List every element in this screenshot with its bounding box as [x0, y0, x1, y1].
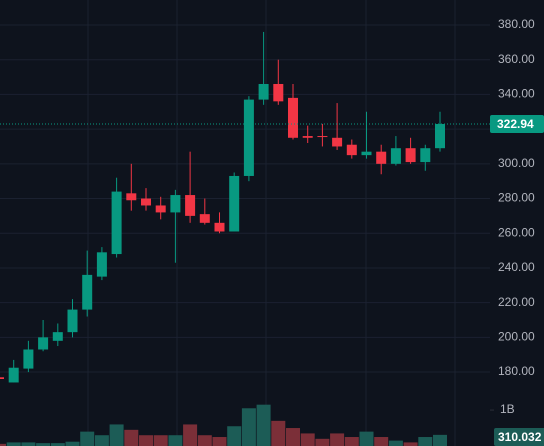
volume-bar	[256, 404, 271, 446]
candle-body	[229, 175, 240, 232]
candle-body	[405, 148, 416, 163]
volume-bar	[21, 442, 36, 446]
candle-body	[52, 332, 63, 341]
candle-body	[199, 214, 210, 223]
volume-bar	[433, 434, 447, 446]
candle-body	[141, 198, 151, 206]
volume-bar	[403, 442, 418, 446]
volume-bar	[359, 431, 374, 446]
last-price-label: 322.94	[497, 117, 534, 131]
volume-bar	[94, 435, 109, 446]
volume-bar	[80, 431, 95, 446]
y-tick-label: 220.00	[498, 295, 535, 309]
candle-body	[273, 83, 284, 102]
candle-body	[82, 274, 93, 310]
candle-body	[155, 205, 166, 213]
volume-bar	[271, 420, 286, 446]
candle-body	[288, 97, 298, 138]
last-price-box	[490, 115, 544, 134]
y-tick-label: 280.00	[498, 191, 535, 205]
volume-label-box	[494, 428, 544, 446]
volume-bar	[212, 437, 227, 446]
candle-body	[214, 222, 225, 232]
candle-body	[376, 151, 387, 164]
volume-bar	[330, 433, 345, 446]
candle-body	[258, 83, 269, 100]
candle-body	[361, 151, 372, 156]
candle-body	[243, 99, 254, 176]
candle-body	[23, 349, 34, 369]
volume-bar	[197, 435, 212, 446]
candle-body	[67, 309, 78, 333]
y-tick-label: 380.00	[498, 17, 535, 31]
volume-bar	[315, 438, 330, 446]
volume-last-label: 310.032	[498, 430, 542, 444]
volume-bar	[388, 440, 403, 446]
volume-bar	[168, 435, 183, 446]
candle-body	[170, 195, 181, 213]
candle-body	[8, 367, 19, 383]
candle-body	[435, 124, 445, 149]
volume-bar	[344, 437, 359, 446]
candle-body	[111, 191, 122, 255]
candle-body	[302, 136, 313, 138]
volume-bar	[50, 443, 65, 446]
volume-bar	[109, 424, 124, 446]
volume-bar	[153, 435, 168, 446]
volume-bar	[183, 424, 198, 446]
candle-body	[390, 148, 401, 164]
volume-bar	[300, 433, 315, 446]
volume-bar	[227, 426, 242, 446]
volume-bar	[374, 437, 389, 446]
volume-tick-label: 1B	[500, 402, 515, 416]
volume-bar	[36, 443, 51, 446]
candle-body	[185, 195, 196, 216]
y-tick-label: 260.00	[498, 225, 535, 239]
candle-body	[317, 136, 328, 138]
y-tick-label: 340.00	[498, 87, 535, 101]
candle-body	[0, 377, 4, 380]
candle-body	[126, 193, 137, 201]
candle-body	[38, 337, 49, 350]
volume-bar	[0, 443, 6, 446]
volume-bar	[65, 441, 80, 446]
volume-bar	[6, 442, 21, 446]
volume-bar	[139, 435, 153, 446]
y-tick-label: 180.00	[498, 364, 535, 378]
volume-bar	[241, 408, 256, 446]
volume-bar	[124, 429, 139, 446]
candle-body	[420, 148, 431, 163]
volume-bar	[418, 437, 433, 446]
candle-body	[96, 252, 107, 277]
y-tick-label: 300.00	[498, 156, 535, 170]
candle-body	[346, 144, 357, 156]
y-tick-label: 200.00	[498, 330, 535, 344]
candle-body	[332, 137, 343, 147]
y-tick-label: 360.00	[498, 52, 535, 66]
volume-bar	[286, 428, 300, 446]
y-tick-label: 240.00	[498, 260, 535, 274]
